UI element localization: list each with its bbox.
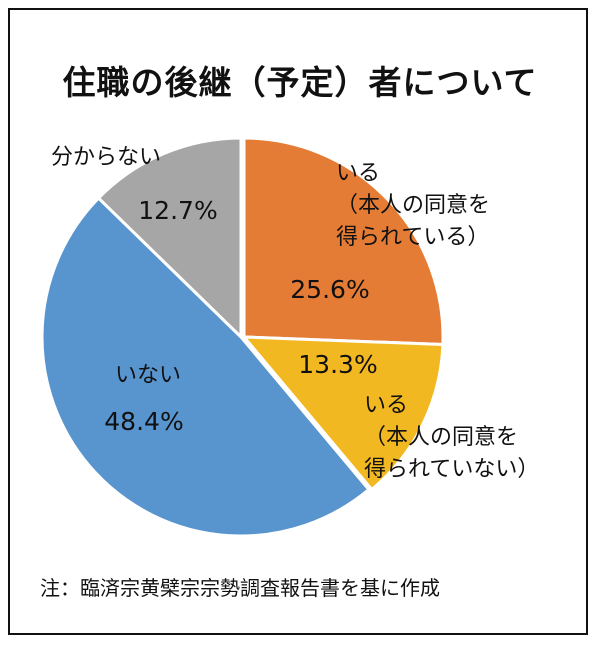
slice-label-2: いない <box>115 363 181 388</box>
slice-label-3: 分からない <box>51 145 161 170</box>
slice-value-label-3: 12.7% <box>138 196 217 225</box>
slice-value-label-1: 13.3% <box>298 350 377 379</box>
source-note: 注：臨済宗黄檗宗宗勢調査報告書を基に作成 <box>40 576 440 600</box>
chart-title: 住職の後継（予定）者について <box>62 63 538 102</box>
pie-slice-0 <box>242 136 445 346</box>
pie-slice-2 <box>40 196 371 538</box>
slice-value-label-2: 48.4% <box>104 407 183 436</box>
pie-slice-3 <box>97 136 243 339</box>
slice-label-0: いる（本人の同意を得られている） <box>336 161 490 250</box>
slice-label-1: いる（本人の同意を得られていない） <box>364 393 539 482</box>
slice-value-label-0: 25.6% <box>290 275 369 304</box>
pie-slice-1 <box>242 335 445 492</box>
